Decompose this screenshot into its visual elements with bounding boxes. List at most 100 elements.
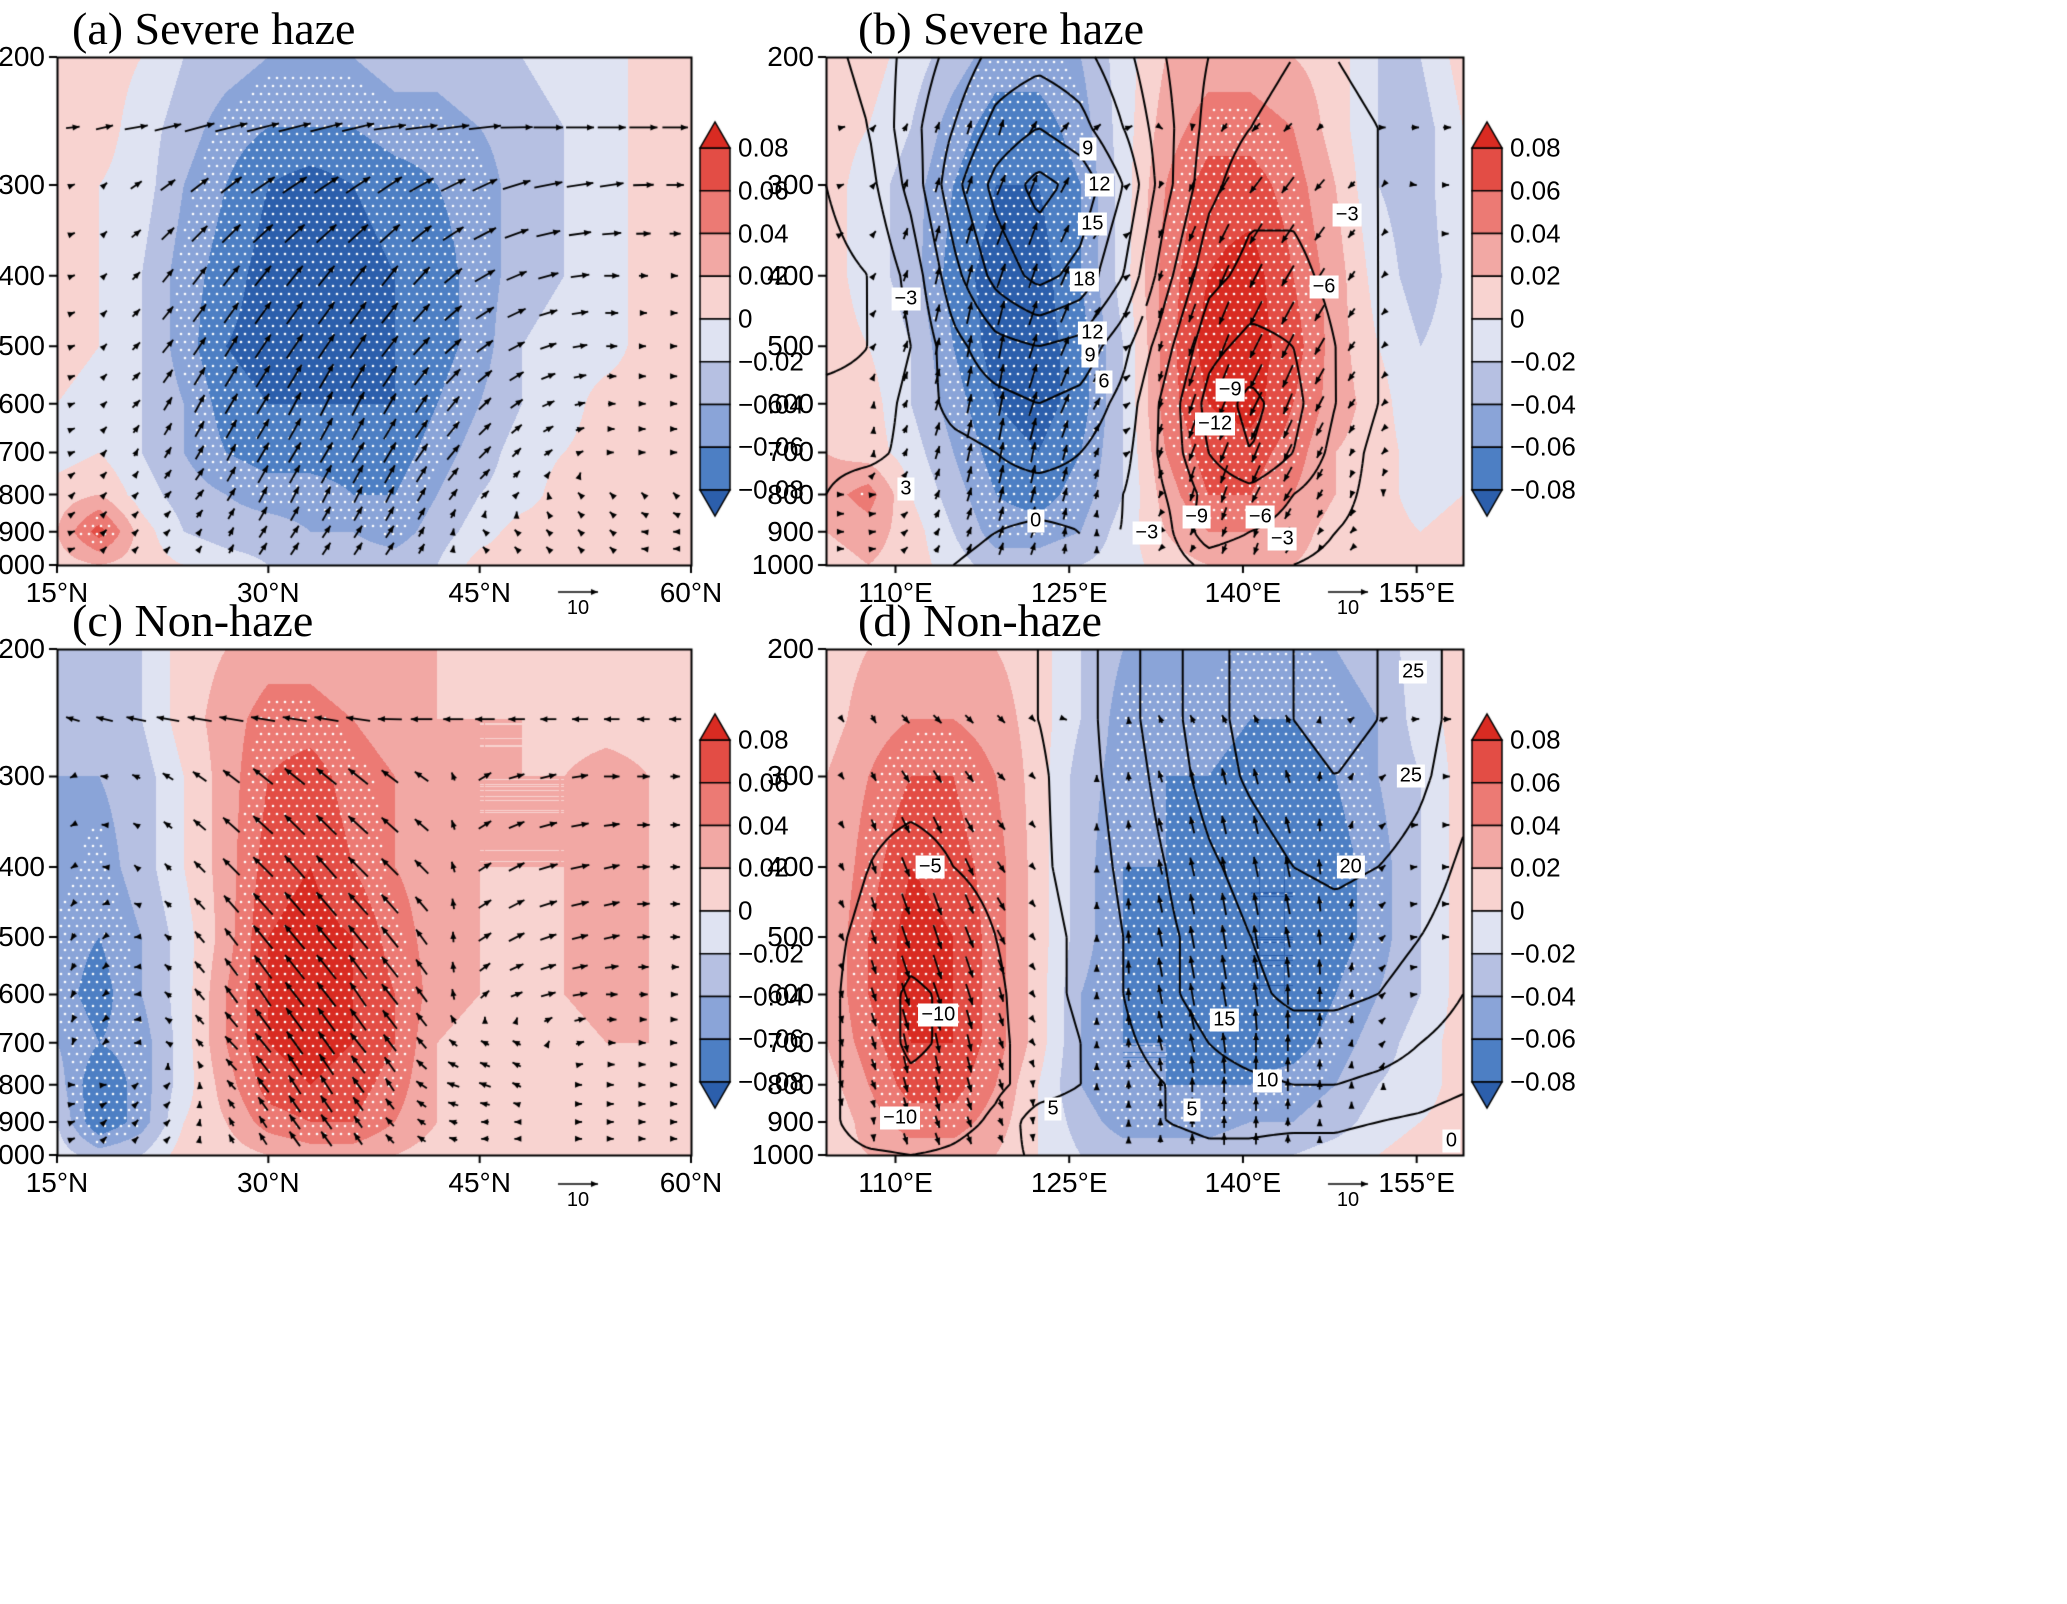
y-tick-label: 800 [767, 1068, 814, 1100]
colorbar-tick-label: 0.08 [1510, 132, 1561, 163]
y-tick-label: 600 [767, 978, 814, 1010]
colorbar-tick-label: 0.06 [738, 767, 789, 798]
y-tick-label: 300 [767, 168, 814, 200]
y-tick-label: 400 [0, 259, 45, 291]
colorbar-tick-label: 0.02 [1510, 852, 1561, 883]
x-tick-label: 140°E [1204, 577, 1282, 608]
panel-d-title: (d) Non-haze [858, 595, 1102, 646]
contour-label: 15 [1078, 212, 1107, 236]
x-tick-label: 60°N [659, 577, 723, 608]
colorbar-tick-label: 0.04 [1510, 218, 1561, 248]
contour-label: −10 [918, 1003, 959, 1027]
y-tick-label: 900 [767, 515, 814, 547]
colorbar-tick-label: −0.08 [738, 1066, 804, 1097]
y-tick-label: 800 [0, 1068, 45, 1100]
colorbar-tick-label: 0.08 [738, 724, 789, 755]
contour-label: 25 [1399, 660, 1428, 684]
contour-label: −5 [915, 855, 945, 879]
colorbar-tick-label: 0.06 [1510, 175, 1561, 206]
contour-label: −3 [1267, 527, 1297, 551]
y-tick-label: 500 [0, 921, 45, 953]
y-tick-label: 1000 [751, 1139, 814, 1170]
contour-label: −3 [891, 287, 921, 311]
colorbar-tick-label: −0.04 [738, 389, 804, 419]
colorbar-tick-label: 0 [1510, 303, 1525, 334]
panel-b-title: (b) Severe haze [858, 3, 1145, 54]
colorbar-tick-label: 0.02 [1510, 260, 1561, 291]
contour-label: 20 [1336, 855, 1365, 879]
y-tick-label: 900 [0, 515, 45, 547]
colorbar-tick-label: −0.04 [738, 981, 804, 1011]
contour-label: 0 [1027, 509, 1045, 533]
colorbar-tick-label: 0.06 [1510, 767, 1561, 798]
y-tick-label: 1000 [0, 1139, 45, 1170]
colorbar-tick-label: −0.06 [1510, 1023, 1576, 1054]
colorbar-tick-label: −0.04 [1510, 389, 1576, 419]
contour-label: −6 [1245, 505, 1275, 529]
colorbar-tick-label: 0 [738, 895, 753, 926]
x-tick-label: 15°N [25, 1167, 89, 1198]
y-tick-label: 700 [767, 1026, 814, 1058]
y-tick-label: 200 [0, 41, 45, 72]
colorbar-tick-label: 0.04 [738, 810, 789, 840]
panel-a-title: (a) Severe haze [72, 3, 356, 54]
y-tick-label: 700 [0, 436, 45, 468]
colorbar-tick-label: 0.02 [738, 852, 789, 883]
colorbar-tick-label: 0.04 [738, 218, 789, 248]
y-tick-label: 1000 [0, 549, 45, 580]
y-tick-label: 400 [0, 850, 45, 882]
contour-label: −12 [1195, 412, 1236, 436]
colorbar-tick-label: 0.02 [738, 260, 789, 291]
colorbar-tick-label: −0.02 [1510, 346, 1576, 377]
contour-label: −3 [1332, 203, 1362, 227]
contour-label: 5 [1183, 1098, 1201, 1122]
y-tick-label: 200 [0, 633, 45, 664]
y-tick-label: 500 [767, 330, 814, 362]
y-tick-label: 600 [0, 387, 45, 419]
panel-c-title: (c) Non-haze [72, 595, 314, 646]
contour-label: −6 [1309, 275, 1339, 299]
x-tick-label: 125°E [1030, 1167, 1108, 1198]
x-tick-label: 45°N [448, 1167, 511, 1198]
y-tick-label: 300 [767, 760, 814, 792]
y-tick-label: 1000 [751, 549, 814, 580]
y-tick-label: 300 [0, 760, 45, 792]
y-tick-label: 900 [0, 1105, 45, 1137]
colorbar-tick-label: −0.02 [738, 938, 804, 969]
contour-label: 12 [1085, 173, 1114, 197]
x-tick-label: 30°N [237, 577, 300, 608]
contour-label: 6 [1095, 370, 1113, 394]
y-tick-label: 400 [767, 259, 814, 291]
contour-label: −9 [1215, 378, 1245, 402]
colorbar-tick-label: 0.08 [1510, 724, 1561, 755]
x-tick-label: 30°N [237, 1167, 300, 1198]
x-tick-label: 155°E [1378, 1167, 1455, 1198]
colorbar-tick-label: 0.04 [1510, 810, 1561, 840]
colorbar-tick-label: −0.06 [1510, 431, 1576, 462]
x-tick-label: 60°N [659, 1167, 723, 1198]
contour-label: 25 [1396, 764, 1425, 788]
x-tick-label: 155°E [1378, 577, 1455, 608]
vector-ref-label: 10 [1336, 1189, 1360, 1211]
vector-ref-label: 10 [566, 597, 590, 619]
colorbar-tick-label: −0.04 [1510, 981, 1576, 1011]
y-tick-label: 500 [767, 921, 814, 953]
y-tick-label: 800 [767, 478, 814, 510]
y-tick-label: 700 [0, 1026, 45, 1058]
vector-ref-label: 10 [1336, 597, 1360, 619]
colorbar-tick-label: −0.06 [738, 431, 804, 462]
y-tick-label: 800 [0, 478, 45, 510]
y-tick-label: 600 [767, 387, 814, 419]
contour-label: 15 [1210, 1008, 1239, 1032]
y-tick-label: 500 [0, 330, 45, 362]
x-tick-label: 125°E [1030, 577, 1108, 608]
contour-label: −3 [1132, 521, 1162, 545]
contour-label: 18 [1070, 268, 1099, 292]
contour-label: −9 [1182, 505, 1212, 529]
x-tick-label: 15°N [25, 577, 89, 608]
colorbar-tick-label: −0.02 [738, 346, 804, 377]
y-tick-label: 200 [767, 633, 814, 664]
y-tick-label: 900 [767, 1105, 814, 1137]
colorbar-tick-label: 0 [1510, 895, 1525, 926]
